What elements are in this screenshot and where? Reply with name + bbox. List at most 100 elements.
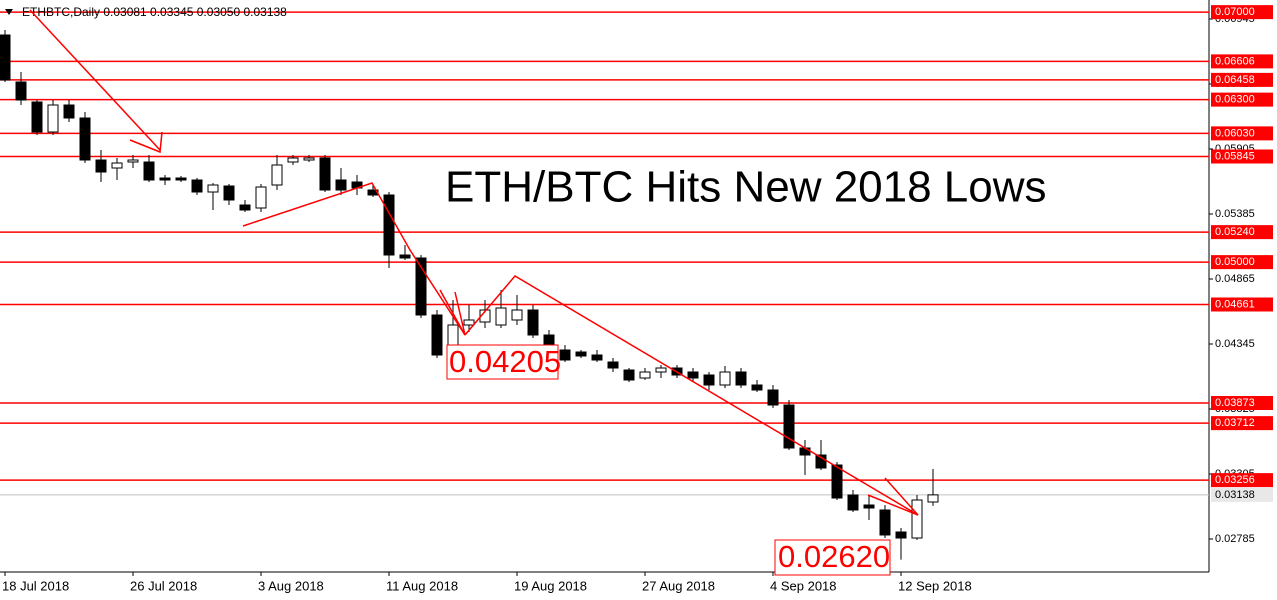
candle-body [511,309,523,321]
candle-body [399,254,411,259]
candle-body [239,204,251,211]
candle-body [623,369,635,381]
candle-body [767,389,779,406]
candle-body [911,499,923,539]
level-label-box [1211,72,1273,87]
candle-body [383,194,395,256]
candle-body [31,101,43,133]
candle-body [735,371,747,386]
trend-line [29,9,161,151]
y-tick-label: 0.02785 [1215,533,1255,545]
x-tick-label: 19 Aug 2018 [514,578,587,593]
candle-body [527,309,539,336]
candle-body [143,161,155,181]
candle-body [799,447,811,456]
candle-body [287,157,299,163]
candle-body [47,104,59,133]
x-tick-label: 27 Aug 2018 [642,578,715,593]
candle-body [495,307,507,326]
level-label: 0.06606 [1215,55,1255,67]
level-label: 0.06458 [1215,74,1255,86]
trend-line [242,182,466,336]
x-tick-label: 4 Sep 2018 [770,578,837,593]
candle-body [127,159,139,163]
y-tick-label: 0.04345 [1215,338,1255,350]
level-label: 0.05240 [1215,226,1255,238]
level-label-box [1211,396,1273,410]
y-tick-label: 0.04865 [1215,273,1255,285]
candle-body [63,104,75,119]
level-label-box [1211,225,1273,240]
level-label: 0.06030 [1215,127,1255,139]
level-label-box [1211,473,1273,488]
candle-body [863,504,875,509]
level-label-box [1211,92,1273,107]
candle-body [575,351,587,357]
trend-arrow [129,131,163,154]
annotation: 0.04205 [449,344,561,379]
trend-line [464,275,919,516]
level-label-box [1211,297,1273,312]
last-price-label: 0.03138 [1215,489,1255,501]
level-label-box [1211,149,1273,164]
candle-body [687,371,699,379]
candle-body [655,367,667,373]
candle-body [927,494,939,503]
x-tick-label: 12 Sep 2018 [898,578,972,593]
candle-body [303,157,315,161]
x-tick-label: 26 Jul 2018 [130,578,197,593]
candle-body [95,159,107,173]
candle-body [175,177,187,181]
candle-body [879,509,891,536]
candle-body [223,185,235,201]
plot: 0.027850.033050.038250.043450.048650.053… [0,11,1255,593]
candle-body [559,349,571,361]
level-label: 0.07000 [1215,6,1255,18]
level-label: 0.06300 [1215,94,1255,106]
level-label-box [1211,5,1273,20]
candle-body [703,374,715,386]
candle-body [319,157,331,191]
annotation-box [446,344,559,380]
header: ETHBTC,Daily 0.03081 0.03345 0.03050 0.0… [22,5,287,19]
candle-body [79,117,91,161]
x-tick-label: 18 Jul 2018 [2,578,69,593]
candle-body [335,179,347,191]
level-label-box [1211,255,1273,270]
chart-title: ETH/BTC Hits New 2018 Lows [445,163,1047,212]
candle-body [719,371,731,386]
candle-body [607,361,619,369]
candle-body [815,454,827,469]
candle-body [751,384,763,391]
level-label: 0.04661 [1215,298,1255,310]
candle-body [191,179,203,193]
candle-body [111,162,123,169]
candle-body [255,186,267,209]
level-label: 0.05000 [1215,256,1255,268]
level-label: 0.05845 [1215,150,1255,162]
trend-arrow [867,477,919,516]
trend-lines [29,9,919,516]
candle-body [207,184,219,193]
x-tick-label: 11 Aug 2018 [386,578,458,593]
level-label: 0.03873 [1215,397,1255,409]
candle-body [831,464,843,499]
candle-body [847,494,859,511]
level-label-box [1211,126,1273,141]
candle-body [463,319,475,326]
y-tick-label: 0.05385 [1215,208,1255,220]
level-label: 0.03712 [1215,417,1255,429]
annotation: 0.02620 [778,539,890,574]
level-label-box [1211,416,1273,431]
level-label: 0.03256 [1215,474,1255,486]
x-tick-label: 3 Aug 2018 [258,578,324,593]
candle-body [0,34,11,81]
candle-body [479,309,491,323]
candle-body [783,404,795,449]
candle-body [15,81,27,101]
menu-arrow [5,9,13,15]
candle-body [159,177,171,181]
candle-body [431,314,443,356]
